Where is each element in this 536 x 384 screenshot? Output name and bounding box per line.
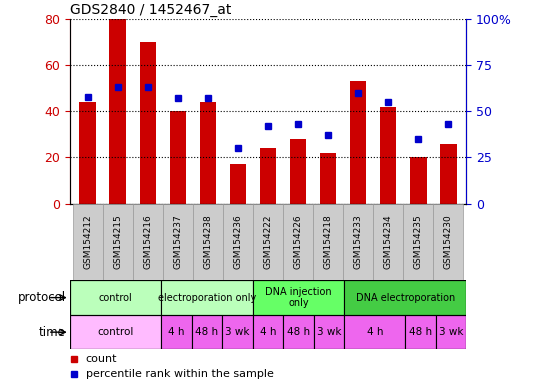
Bar (223, 204, 253, 280)
Text: GSM154215: GSM154215 (113, 215, 122, 269)
Bar (109, 19, 126, 204)
Bar (436, 315, 466, 349)
Bar (70, 280, 161, 315)
Bar (199, 102, 216, 204)
Bar (320, 153, 337, 204)
Text: 48 h: 48 h (287, 327, 310, 337)
Bar (343, 204, 373, 280)
Bar (440, 144, 457, 204)
Bar (253, 204, 283, 280)
Text: electroporation only: electroporation only (158, 293, 256, 303)
Bar (373, 204, 403, 280)
Text: time: time (39, 326, 66, 339)
Bar (403, 204, 433, 280)
Text: 4 h: 4 h (168, 327, 185, 337)
Bar (260, 148, 276, 204)
Bar (283, 204, 313, 280)
Text: percentile rank within the sample: percentile rank within the sample (86, 369, 273, 379)
Bar (405, 315, 436, 349)
Bar (314, 315, 344, 349)
Text: GSM154216: GSM154216 (143, 215, 152, 269)
Bar (163, 204, 193, 280)
Bar (169, 111, 186, 204)
Text: GSM154237: GSM154237 (173, 215, 182, 269)
Bar (133, 204, 163, 280)
Text: 48 h: 48 h (409, 327, 432, 337)
Text: GSM154235: GSM154235 (414, 215, 423, 269)
Bar (380, 107, 397, 204)
Bar (313, 204, 343, 280)
Text: GSM154226: GSM154226 (294, 215, 302, 269)
Text: 48 h: 48 h (196, 327, 219, 337)
Text: GSM154233: GSM154233 (354, 215, 363, 269)
Text: GSM154222: GSM154222 (264, 215, 272, 269)
Bar (161, 315, 192, 349)
Bar (290, 139, 306, 204)
Bar (161, 280, 253, 315)
Bar (139, 42, 156, 204)
Bar (230, 164, 246, 204)
Bar (253, 280, 344, 315)
Bar (433, 204, 463, 280)
Bar (344, 315, 405, 349)
Bar (253, 315, 283, 349)
Bar (344, 280, 466, 315)
Bar (79, 102, 96, 204)
Text: GSM154236: GSM154236 (234, 215, 242, 269)
Text: GDS2840 / 1452467_at: GDS2840 / 1452467_at (70, 3, 231, 17)
Text: protocol: protocol (18, 291, 66, 304)
Bar (410, 157, 427, 204)
Bar (222, 315, 253, 349)
Text: GSM154212: GSM154212 (83, 215, 92, 269)
Text: DNA electroporation: DNA electroporation (356, 293, 455, 303)
Bar (283, 315, 314, 349)
Bar (193, 204, 223, 280)
Text: DNA injection
only: DNA injection only (265, 287, 332, 308)
Bar (192, 315, 222, 349)
Text: GSM154218: GSM154218 (324, 215, 333, 269)
Text: 4 h: 4 h (260, 327, 276, 337)
Text: control: control (99, 293, 132, 303)
Text: GSM154234: GSM154234 (384, 215, 393, 269)
Text: 4 h: 4 h (367, 327, 383, 337)
Bar (103, 204, 133, 280)
Text: GSM154238: GSM154238 (203, 215, 212, 269)
Text: GSM154230: GSM154230 (444, 215, 453, 269)
Text: count: count (86, 354, 117, 364)
Bar (70, 315, 161, 349)
Text: 3 wk: 3 wk (439, 327, 463, 337)
Bar (73, 204, 103, 280)
Bar (350, 81, 367, 204)
Text: 3 wk: 3 wk (225, 327, 250, 337)
Text: control: control (97, 327, 133, 337)
Text: 3 wk: 3 wk (317, 327, 341, 337)
